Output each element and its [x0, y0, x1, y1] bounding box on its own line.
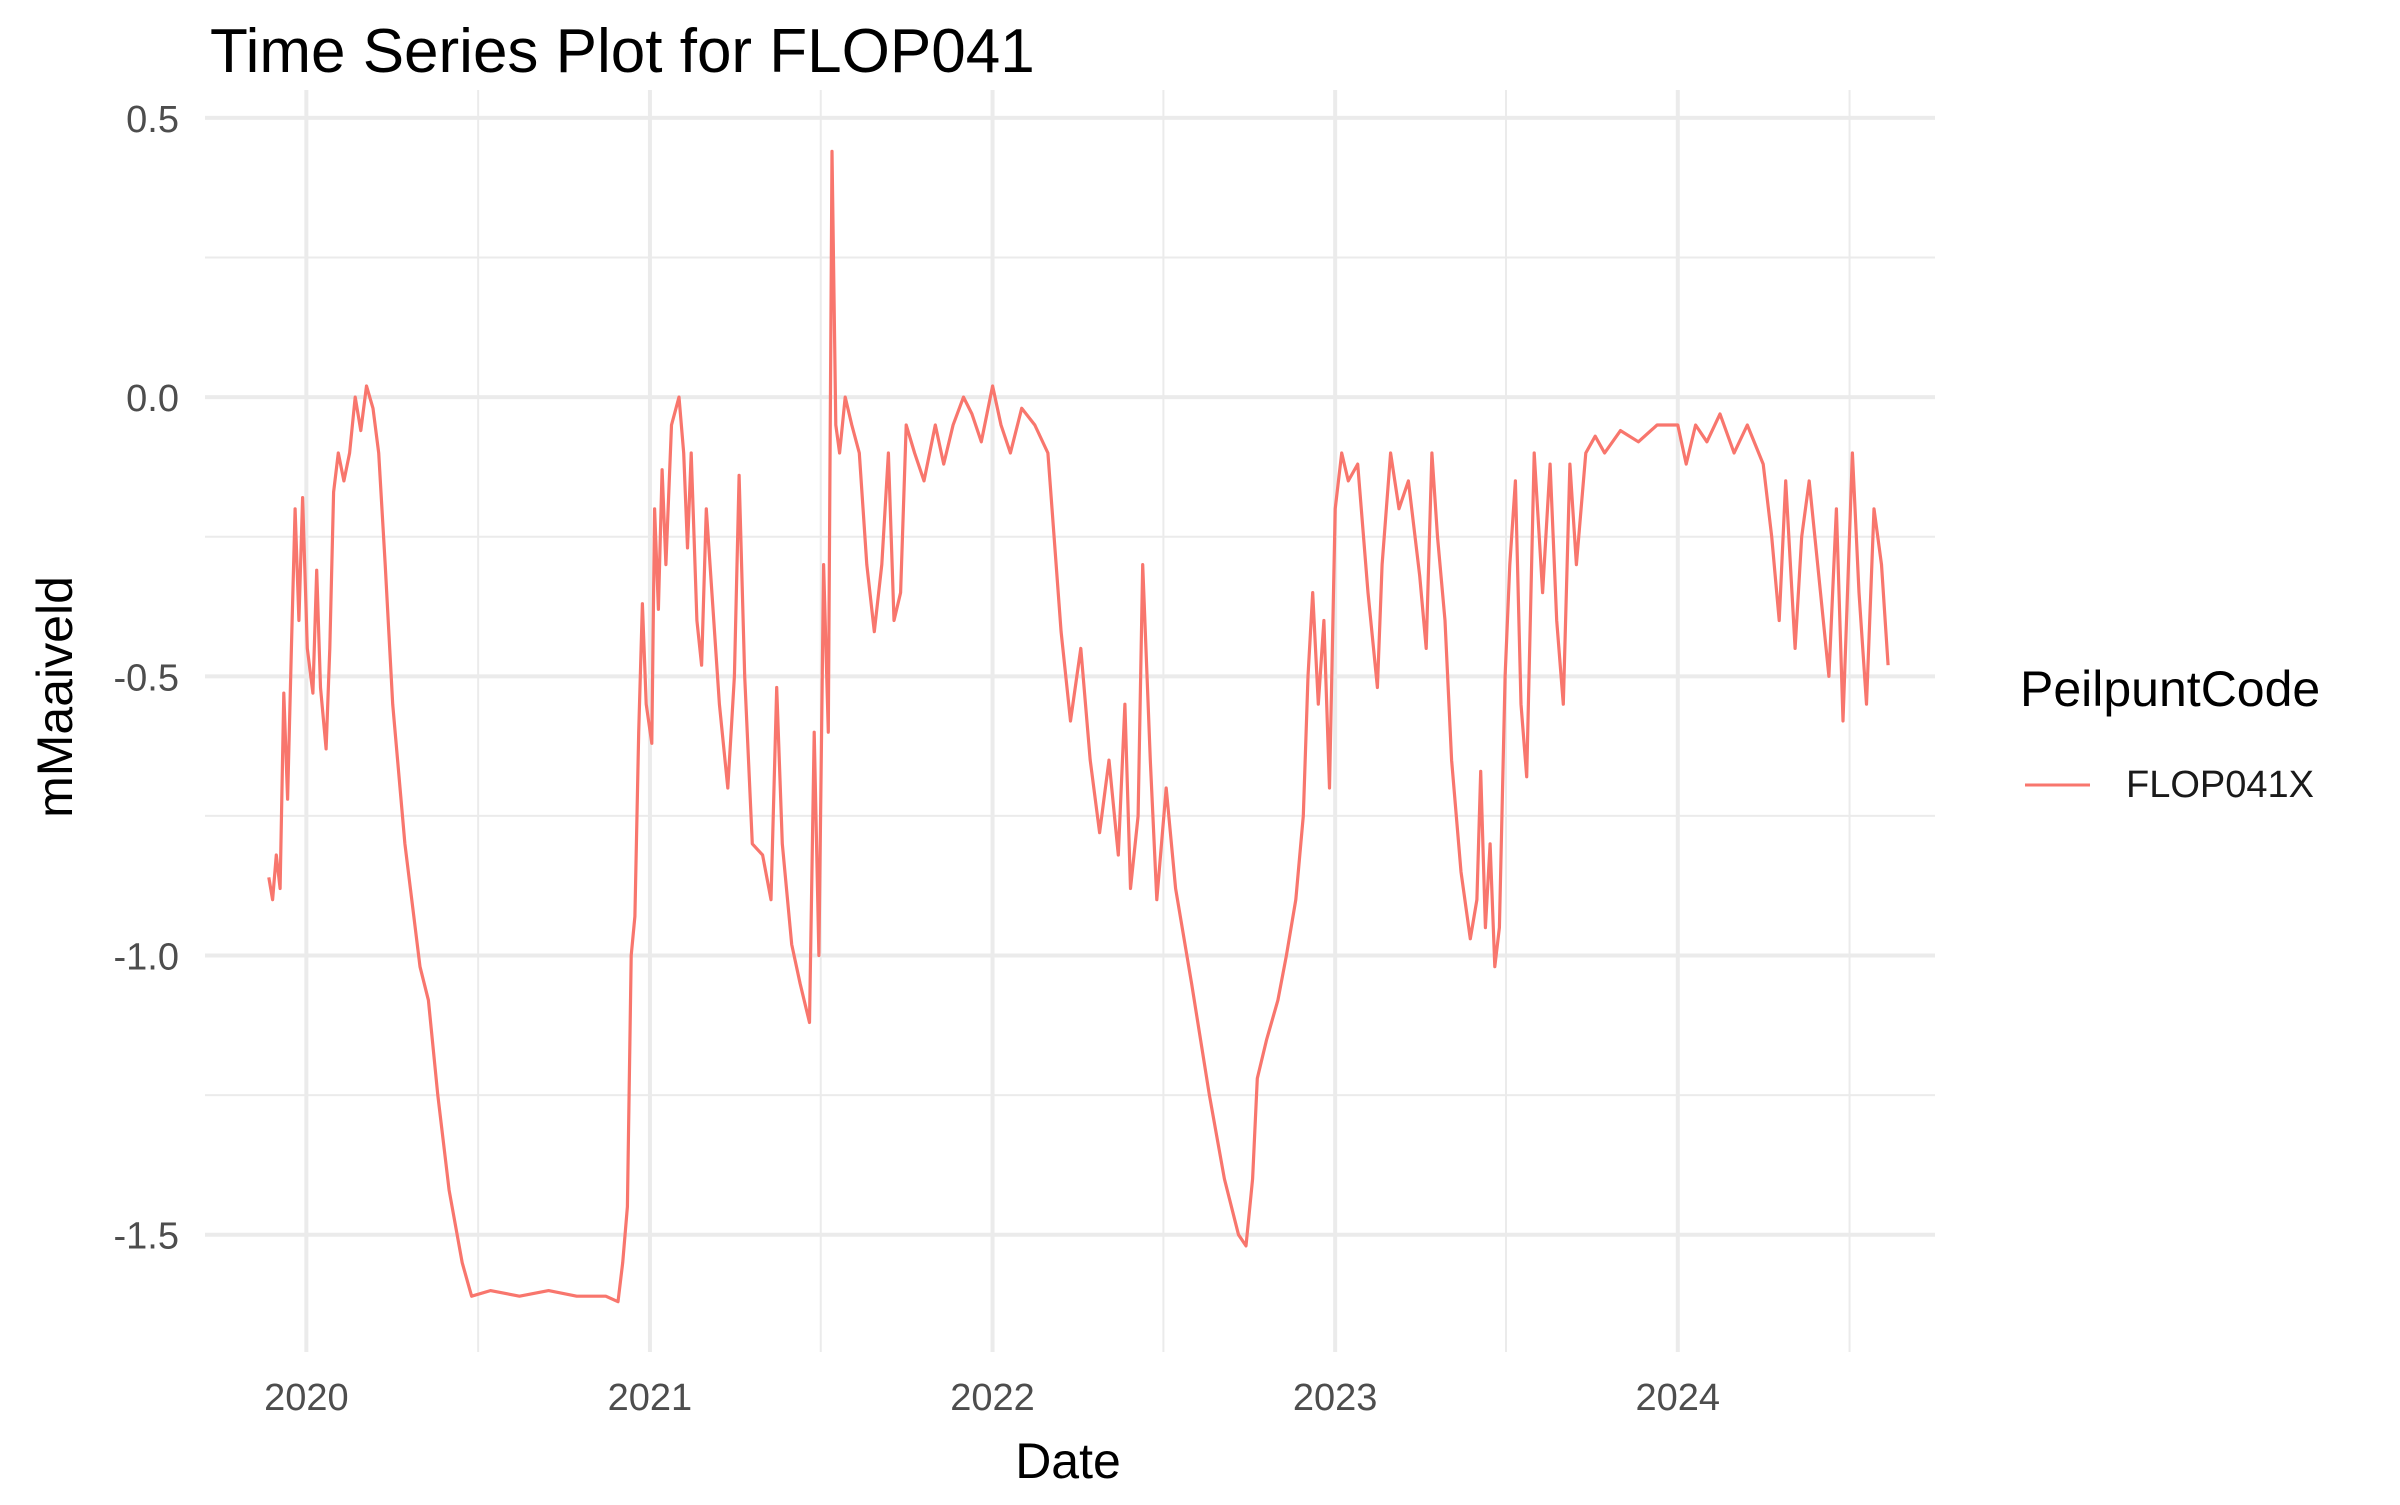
series-layer — [267, 149, 1890, 1304]
series-line — [267, 149, 1890, 1304]
x-tick-label: 2024 — [1636, 1377, 1721, 1419]
x-tick-label: 2020 — [264, 1377, 349, 1419]
legend-label: FLOP041X — [2126, 764, 2314, 806]
y-tick-label: -1.0 — [114, 937, 179, 979]
x-axis: 2020 2021 2022 2023 2024 — [264, 1377, 1720, 1419]
y-tick-label: 0.0 — [126, 378, 179, 420]
legend-title: PeilpuntCode — [2020, 661, 2320, 717]
x-tick-label: 2023 — [1293, 1377, 1378, 1419]
x-axis-label: Date — [1015, 1433, 1121, 1489]
x-tick-label: 2021 — [608, 1377, 693, 1419]
x-tick-label: 2022 — [950, 1377, 1035, 1419]
y-tick-label: -0.5 — [114, 657, 179, 699]
legend: PeilpuntCode FLOP041X — [2020, 661, 2320, 806]
grid-major — [205, 90, 1935, 1352]
y-axis: 0.5 0.0 -0.5 -1.0 -1.5 — [114, 99, 179, 1258]
y-tick-label: 0.5 — [126, 99, 179, 141]
y-tick-label: -1.5 — [114, 1216, 179, 1258]
y-axis-label: mMaaiveld — [27, 576, 83, 818]
chart-title: Time Series Plot for FLOP041 — [210, 17, 1035, 86]
